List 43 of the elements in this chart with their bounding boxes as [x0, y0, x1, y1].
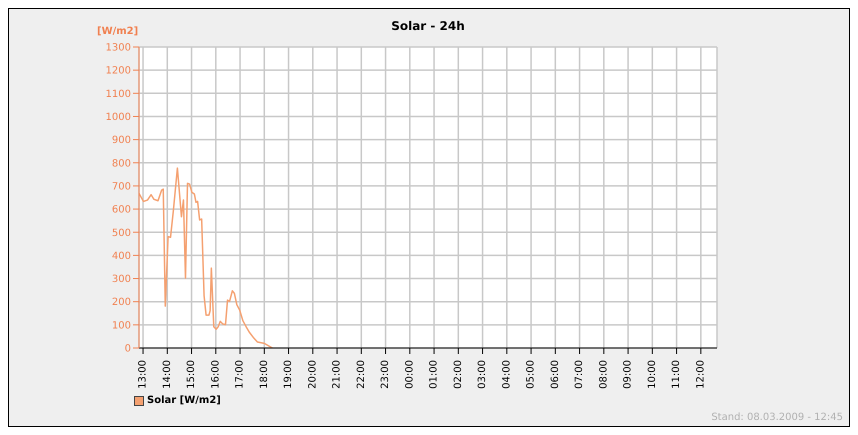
x-tick-label: 13:00 [138, 360, 149, 389]
line-series [139, 167, 274, 348]
x-tick-label: 21:00 [332, 360, 343, 389]
y-tick-label: 300 [112, 274, 131, 286]
y-tick-label: 500 [112, 228, 131, 239]
x-tick-label: 05:00 [526, 360, 537, 389]
x-tick-label: 16:00 [210, 360, 222, 389]
x-tick-label: 06:00 [550, 360, 561, 389]
legend-label: Solar [W/m2] [147, 395, 221, 406]
x-tick-label: 01:00 [428, 360, 440, 389]
y-tick-label: 700 [112, 181, 131, 192]
x-tick-label: 02:00 [452, 360, 464, 389]
y-tick-label: 1200 [106, 66, 131, 77]
x-tick-label: 12:00 [695, 360, 706, 389]
x-tick-label: 04:00 [501, 360, 512, 389]
x-tick-label: 08:00 [598, 360, 610, 389]
x-tick-label: 22:00 [356, 360, 367, 389]
x-tick-label: 00:00 [404, 360, 416, 389]
x-tick-label: 19:00 [283, 360, 294, 389]
x-tick-label: 09:00 [622, 360, 634, 389]
y-tick-label: 1300 [106, 42, 131, 54]
x-tick-label: 18:00 [258, 360, 270, 389]
y-tick-label: 1000 [106, 112, 131, 124]
x-tick-label: 15:00 [186, 360, 198, 389]
x-tick-label: 03:00 [477, 360, 488, 389]
y-tick-label: 900 [112, 135, 131, 146]
text: Stand: 08.03.2009 - 12:45 [711, 412, 843, 423]
y-tick-label: 800 [112, 158, 131, 170]
y-tick-label: 100 [112, 320, 131, 332]
y-tick-label: 200 [112, 297, 131, 308]
y-tick-label: 400 [112, 250, 131, 262]
y-tick-label: 1100 [106, 88, 131, 100]
y-tick-label: 0 [124, 344, 131, 355]
x-tick-label: 20:00 [307, 360, 318, 389]
x-tick-label: 14:00 [162, 360, 173, 389]
x-tick-label: 11:00 [671, 360, 682, 389]
y-axis-title: [W/m2] [97, 26, 138, 37]
x-tick-label: 23:00 [380, 360, 392, 389]
y-tick-label: 600 [112, 204, 131, 216]
x-tick-label: 17:00 [234, 360, 246, 389]
x-tick-label: 10:00 [646, 360, 658, 389]
x-tick-label: 07:00 [574, 360, 586, 389]
chart-title: Solar - 24h [390, 19, 466, 33]
